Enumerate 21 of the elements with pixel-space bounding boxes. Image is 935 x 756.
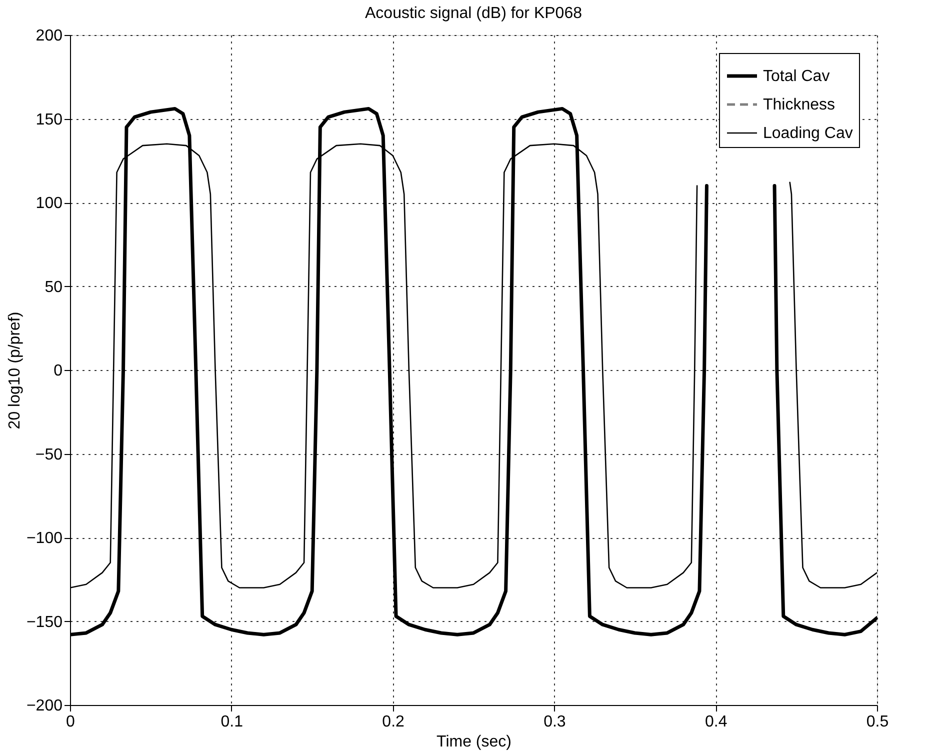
- y-tick-label: 100: [36, 195, 63, 212]
- x-tick-label: 0: [66, 714, 76, 730]
- y-tick-label: −150: [26, 614, 63, 631]
- y-tick-label: −200: [26, 698, 63, 714]
- x-tick-label: 0.2: [382, 714, 405, 730]
- x-tick-label: 0.4: [704, 714, 728, 730]
- y-tick-label: 200: [36, 28, 63, 44]
- legend-label: Loading Cav: [763, 125, 853, 142]
- y-tick-label: −50: [35, 446, 63, 464]
- x-tick-label: 0.1: [220, 714, 244, 730]
- y-tick-label: 50: [44, 278, 63, 296]
- y-tick-label: −100: [26, 530, 63, 547]
- y-tick-label: 0: [54, 362, 63, 380]
- y-tick-label: 150: [36, 111, 63, 128]
- chart-title: Acoustic signal (dB) for KP068: [365, 5, 582, 22]
- x-axis-title: Time (sec): [436, 734, 512, 750]
- x-tick-label: 0.3: [544, 714, 566, 730]
- legend-label: Total Cav: [763, 68, 830, 85]
- x-tick-label: 0.5: [866, 714, 889, 730]
- legend-label: Thickness: [763, 96, 836, 114]
- y-axis-title: 20 log10 (p/pref): [6, 312, 24, 430]
